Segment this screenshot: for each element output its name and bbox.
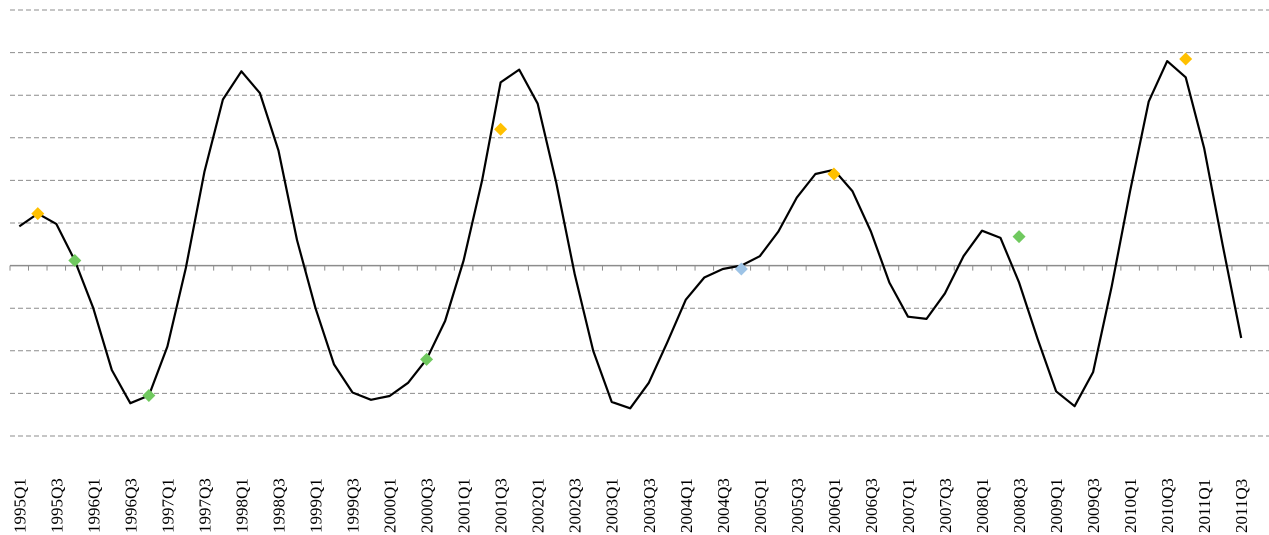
x-axis-tick-label: 2008Q1: [973, 478, 992, 533]
x-axis-tick-label: 2007Q1: [899, 478, 918, 533]
x-axis-tick-label: 2007Q3: [936, 478, 955, 533]
x-axis-tick-label: 1996Q1: [84, 478, 103, 533]
data-point-marker: [1012, 230, 1026, 244]
x-axis-tick-label: 2011Q1: [1195, 479, 1214, 533]
x-axis: [9, 264, 1269, 271]
x-axis-tick-label: 2009Q1: [1047, 478, 1066, 533]
x-axis-tick-label: 2006Q1: [825, 478, 844, 533]
x-axis-tick-label: 2004Q1: [677, 478, 696, 533]
x-axis-tick-label: 1999Q1: [306, 478, 325, 533]
data-point-marker: [734, 262, 748, 276]
x-axis-tick-label: 2000Q3: [418, 478, 437, 533]
x-axis-tick-label: 1996Q3: [121, 478, 140, 533]
x-axis-tick-label: 2002Q1: [529, 478, 548, 533]
data-point-marker: [1179, 52, 1193, 66]
x-axis-tick-label: 2001Q1: [455, 478, 474, 533]
x-axis-tick-label: 2011Q3: [1232, 479, 1251, 533]
x-axis-tick-label: 2005Q3: [788, 478, 807, 533]
x-axis-tick-label: 2010Q1: [1121, 478, 1140, 533]
series-line: [18, 59, 1243, 410]
x-axis-tick-label: 1997Q3: [195, 478, 214, 533]
data-point-marker: [827, 167, 841, 181]
x-axis-tick-label: 1999Q3: [344, 478, 363, 533]
x-axis-tick-label: 2000Q1: [381, 478, 400, 533]
x-axis-tick-label: 2008Q3: [1010, 478, 1029, 533]
x-axis-tick-label: 2004Q3: [714, 478, 733, 533]
x-axis-tick-label: 1997Q1: [158, 478, 177, 533]
x-axis-tick-label: 1998Q1: [232, 478, 251, 533]
series-layer: [18, 59, 1243, 410]
x-axis-tick-label: 2001Q3: [492, 478, 511, 533]
data-point-marker: [142, 389, 156, 403]
data-point-marker: [68, 253, 82, 267]
markers-layer: [31, 52, 1193, 403]
x-axis-tick-label: 2002Q3: [566, 478, 585, 533]
x-axis-tick-label: 2010Q3: [1158, 478, 1177, 533]
x-axis-tick-label: 2006Q3: [862, 478, 881, 533]
x-axis-tick-label: 2003Q1: [603, 478, 622, 533]
x-axis-tick-label: 1995Q1: [10, 478, 29, 533]
data-point-marker: [31, 207, 45, 221]
x-axis-tick-label: 2005Q1: [751, 478, 770, 533]
data-point-marker: [494, 122, 508, 136]
x-axis-tick-label: 2009Q3: [1084, 478, 1103, 533]
x-axis-tick-label: 1995Q3: [47, 478, 66, 533]
x-axis-tick-label: 1998Q3: [269, 478, 288, 533]
x-axis-tick-label: 2003Q3: [640, 478, 659, 533]
data-point-marker: [420, 352, 434, 366]
x-axis-tick-labels: 1995Q1 1995Q3 1996Q1 1996Q3 1997Q1 1997Q3 1998…: [10, 478, 1251, 533]
gridlines: [10, 9, 1269, 437]
